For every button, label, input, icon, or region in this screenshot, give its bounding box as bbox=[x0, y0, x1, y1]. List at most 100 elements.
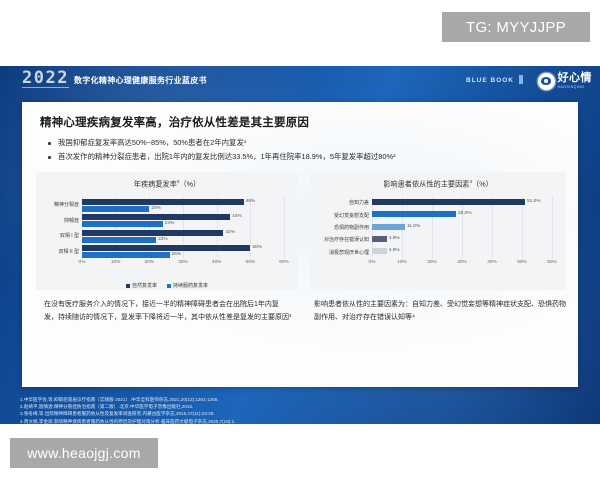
content-card: 精神心理疾病复发率高，治疗依从性差是其主要原因 我国抑郁症复发率高达50%~85… bbox=[22, 102, 578, 387]
report-title: 数字化精神心理健康服务行业蓝皮书 bbox=[74, 76, 207, 85]
x-tick-label: 50% bbox=[517, 260, 527, 265]
chart-title-left-sup: 3 bbox=[176, 179, 180, 184]
x-tick-label: 10% bbox=[397, 260, 407, 265]
grid-line bbox=[250, 196, 252, 258]
bar: 48% bbox=[82, 198, 255, 205]
summary-text-right: 影响患者依从性的主要因素为：自知力差、受幻觉妄想等精神症状支配、恐惧药物副作用、… bbox=[314, 301, 566, 321]
brand-logo: 好心情 HAOXINQING bbox=[537, 70, 593, 92]
bar-value-label: 24% bbox=[164, 221, 175, 227]
bar-value-label: 44% bbox=[232, 214, 242, 220]
bluebook-label: BLUE BOOK bbox=[466, 77, 514, 84]
page-title: 精神心理疾病复发率高，治疗依从性差是其主要原因 bbox=[40, 117, 310, 129]
grid-line bbox=[432, 196, 433, 258]
footnote-list: 1.中华医学会,等.抑郁症基层诊疗指南（实践版·2021）.中华全科医师杂志,2… bbox=[20, 396, 580, 424]
footnote: 4.周文娟,李金丽.影响精神疾病患者服药依从性的原因及护理对策分析.临床医药文献… bbox=[20, 418, 236, 424]
bar-value-label: 4.9% bbox=[388, 235, 400, 241]
grid-line bbox=[216, 196, 218, 258]
logo-name-en: HAOXINQING bbox=[557, 85, 585, 89]
grid-line bbox=[552, 196, 553, 258]
bar: 44% bbox=[82, 214, 242, 221]
legend-swatch bbox=[125, 283, 130, 288]
bullet-text-1: 我国抑郁症复发率高达50%~85%，50%患者在2年内复发¹ bbox=[58, 138, 247, 147]
bar: 42% bbox=[82, 229, 235, 236]
bullet-text-2: 首次发作的精神分裂症患者，出院1年内的复发比例达33.5%，1年再住院率18.9… bbox=[58, 152, 396, 161]
bar-value-label: 42% bbox=[225, 229, 235, 235]
bar: 4.9% bbox=[372, 235, 400, 242]
chart-title-left-main: 年疾病复发率 bbox=[133, 179, 177, 189]
chart-plot-left: 0% 10% 20% 30% 40% 50% 60% 精神分裂症 48% 20% 抑郁症 44% 24%… bbox=[36, 192, 298, 276]
x-tick-label: 10% bbox=[110, 260, 121, 265]
x-tick-label: 40% bbox=[487, 260, 497, 265]
footnote: 2.赵靖平,施慎逊.精神分裂症防治指南（第二版）.北京:中华医学电子音像出版社,… bbox=[20, 404, 194, 410]
bar: 26% bbox=[82, 252, 181, 259]
bar: 11.0% bbox=[372, 223, 420, 230]
year-badge: 2022 bbox=[22, 68, 69, 88]
x-tick-label: 20% bbox=[144, 260, 155, 265]
x-tick-label: 0% bbox=[78, 260, 86, 265]
heart-logo-icon bbox=[537, 72, 555, 90]
footnote: 3.张冬梅,等.出院精神障碍患者服药依从性及复发率调查研究.内蒙古医学杂志,20… bbox=[20, 411, 215, 417]
legend-label: 自然复发率 bbox=[131, 283, 157, 289]
grid-line bbox=[183, 196, 184, 258]
legend-label: 持续服药复发率 bbox=[173, 283, 209, 289]
watermark-bottom: www.heaojgj.com bbox=[10, 438, 158, 468]
legend-swatch bbox=[167, 283, 171, 288]
category-label: 对治疗存在错误认知 bbox=[323, 237, 369, 244]
header-divider bbox=[519, 75, 523, 84]
bar-value-label: 20% bbox=[151, 205, 161, 211]
x-tick-label: 40% bbox=[211, 260, 222, 265]
legend-item: 持续服药复发率 bbox=[167, 282, 208, 289]
list-item: 我国抑郁症复发率高达50%~85%，50%患者在2年内复发¹ bbox=[46, 136, 566, 150]
bar-value-label: 48% bbox=[245, 198, 256, 204]
slide-header: 2022 数字化精神心理健康服务行业蓝皮书 BLUE BOOK 好心情 HAOX… bbox=[0, 66, 600, 97]
chart-panel-adherence: 影响患者依从性的主要因素4（%） 0% 10% 20% 30% 40% 50% 60% 自知力… bbox=[310, 172, 566, 290]
chart-panel-relapse: 年疾病复发率3（%） 0% 10% 20% 30% 40% 50% 60% 精神分裂症 48% 2… bbox=[36, 172, 298, 290]
bar: 22% bbox=[82, 236, 168, 243]
summary-text-left: 在没有医疗服务介入的情况下，接近一半的精神障碍患者会在出院后1年内复发，持续随访… bbox=[44, 301, 292, 321]
bar-value-label: 26% bbox=[171, 252, 182, 258]
chart-legend-left: 自然复发率 持续服药复发率 bbox=[36, 282, 298, 289]
bar: 20% bbox=[82, 205, 161, 212]
bar: 51.0% bbox=[372, 198, 541, 205]
bar-value-label: 51.0% bbox=[527, 198, 541, 204]
plot-area-right: 0% 10% 20% 30% 40% 50% 60% 自知力差 51.0% 受幻觉妄想支配 28.0… bbox=[324, 196, 557, 265]
chart-title-right: 影响患者依从性的主要因素4（%） bbox=[310, 179, 566, 189]
grid-line bbox=[492, 196, 493, 258]
bar-value-label: 11.0% bbox=[407, 223, 421, 229]
x-tick-label: 50% bbox=[245, 260, 256, 265]
x-tick-label: 30% bbox=[457, 260, 467, 265]
list-item: 首次发作的精神分裂症患者，出院1年内的复发比例达33.5%，1年再住院率18.9… bbox=[46, 150, 566, 164]
bar: 28.0% bbox=[372, 211, 472, 218]
category-label: 双相 II 型 bbox=[58, 248, 79, 255]
x-tick-label: 30% bbox=[178, 260, 188, 265]
bar-value-label: 4.9% bbox=[388, 248, 400, 254]
bar: 50% bbox=[82, 245, 262, 252]
watermark-top: TG: MYYJJPP bbox=[442, 12, 590, 42]
plot-area-left: 0% 10% 20% 30% 40% 50% 60% 精神分裂症 48% 20% 抑郁症 44% 24%… bbox=[54, 196, 289, 265]
grid-line bbox=[284, 196, 285, 258]
category-label: 抑郁症 bbox=[63, 217, 79, 224]
legend-item: 自然复发率 bbox=[125, 282, 157, 289]
chart-title-left-tail: （%） bbox=[179, 179, 201, 189]
category-label: 受幻觉妄想支配 bbox=[333, 212, 369, 219]
chart-title-right-main: 影响患者依从性的主要因素 bbox=[383, 179, 470, 189]
bar-value-label: 28.0% bbox=[458, 211, 472, 217]
category-label: 消极悲观厌世心理 bbox=[328, 249, 369, 256]
chart-title-right-sup: 4 bbox=[469, 179, 473, 184]
category-label: 精神分裂症 bbox=[53, 202, 79, 209]
x-tick-label: 60% bbox=[279, 260, 289, 265]
x-tick-label: 60% bbox=[547, 260, 557, 265]
bar: 4.9% bbox=[372, 248, 400, 255]
bar-value-label: 22% bbox=[158, 236, 168, 242]
logo-name-cn: 好心情 bbox=[557, 72, 592, 84]
chart-title-right-tail: （%） bbox=[472, 179, 493, 189]
category-label: 恐惧药物副作用 bbox=[333, 224, 369, 231]
category-label: 双相 I 型 bbox=[59, 233, 79, 240]
bullet-list: 我国抑郁症复发率高达50%~85%，50%患者在2年内复发¹ 首次发作的精神分裂… bbox=[46, 136, 566, 164]
chart-plot-right: 0% 10% 20% 30% 40% 50% 60% 自知力差 51.0% 受幻觉妄想支配 28.0… bbox=[310, 192, 566, 276]
grid-line bbox=[462, 196, 463, 258]
footnote: 1.中华医学会,等.抑郁症基层诊疗指南（实践版·2021）.中华全科医师杂志,2… bbox=[20, 397, 219, 402]
bar: 24% bbox=[82, 221, 174, 228]
slide-canvas: 2022 数字化精神心理健康服务行业蓝皮书 BLUE BOOK 好心情 HAOX… bbox=[0, 66, 600, 424]
